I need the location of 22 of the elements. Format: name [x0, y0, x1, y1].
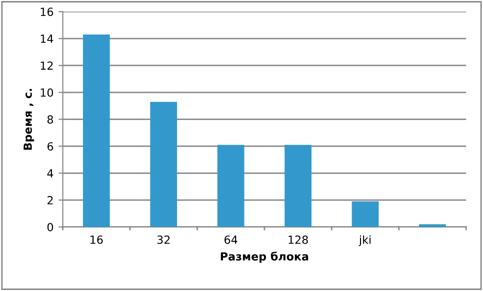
- y-axis-title: Время , с.: [24, 88, 34, 150]
- y-tick-label: 12: [40, 61, 53, 70]
- bar: [352, 201, 379, 227]
- x-tick-label: 64: [224, 236, 238, 244]
- y-tick-label: 16: [40, 8, 54, 16]
- y-tick-label: 6: [47, 142, 54, 151]
- bar: [150, 102, 178, 227]
- y-tick-label: 2: [48, 196, 53, 204]
- y-tick-label: 14: [40, 34, 54, 43]
- y-tick-label: 0: [47, 222, 54, 232]
- bar: [419, 224, 446, 227]
- bar: [284, 144, 312, 227]
- x-tick-label: 32: [157, 236, 170, 244]
- x-axis-title: Размер блока: [220, 252, 308, 263]
- bar: [217, 144, 244, 227]
- y-tick-label: 8: [47, 115, 53, 124]
- y-tick-label: 10: [40, 88, 54, 97]
- bar: [82, 34, 110, 227]
- x-tick-label: 16: [90, 236, 103, 244]
- x-tick-label: 128: [288, 236, 308, 244]
- y-tick-label: 4: [47, 169, 54, 178]
- x-tick-label: jki: [358, 235, 371, 246]
